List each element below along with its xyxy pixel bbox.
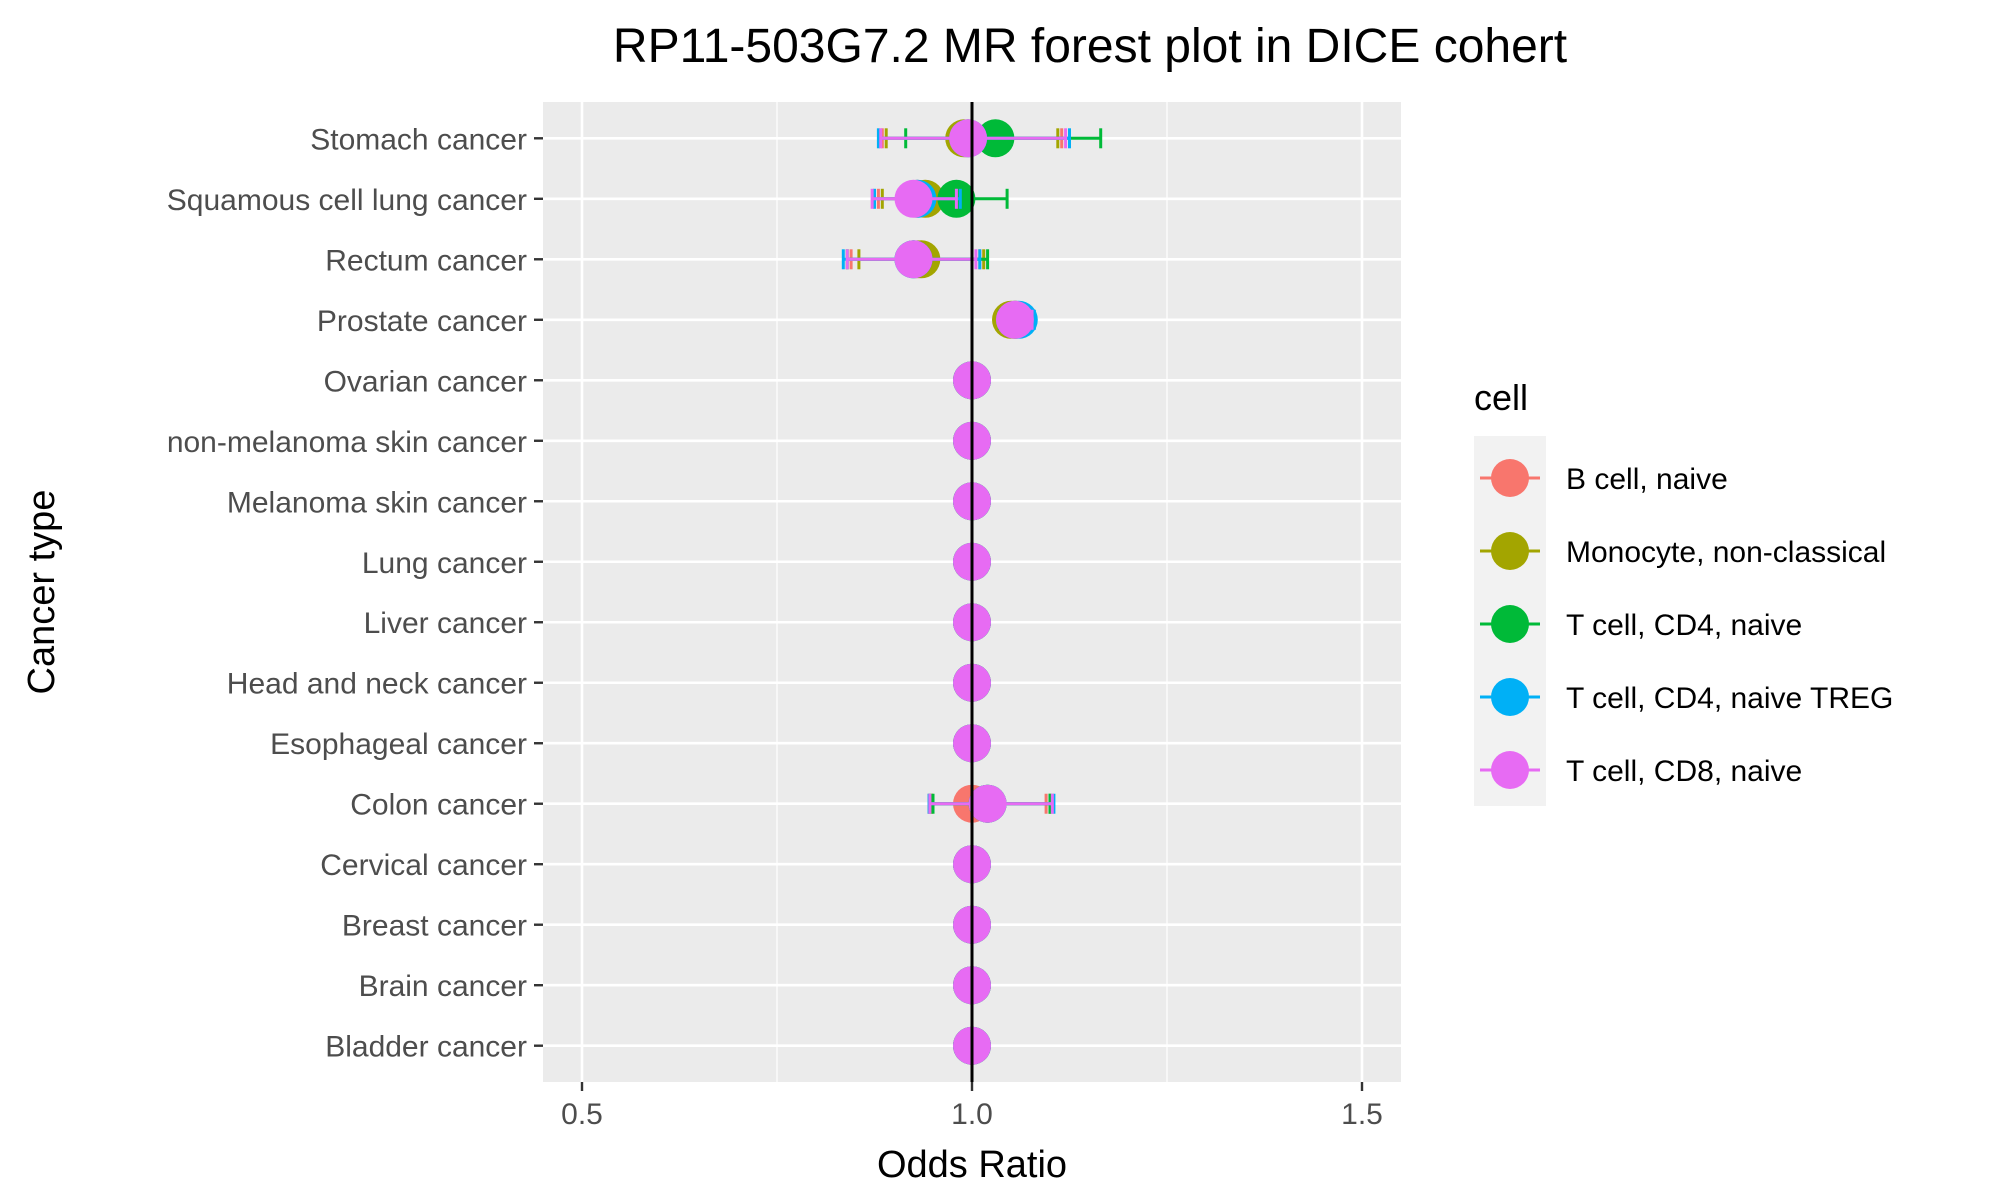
y-tick-label-8: Liver cancer	[364, 607, 527, 640]
y-tick-label-2: Rectum cancer	[325, 244, 527, 277]
y-tick-label-3: Prostate cancer	[317, 305, 527, 338]
y-axis: Stomach cancer Squamous cell lung cancer R…	[167, 123, 543, 1064]
y-tick-label-0: Stomach cancer	[310, 123, 527, 156]
legend-key-point-2	[1491, 605, 1529, 643]
point-4-0	[949, 119, 988, 158]
y-tick-label-10: Esophageal cancer	[270, 728, 527, 761]
legend: cell B cell, naive Monocyte, non-classica…	[1474, 377, 1893, 806]
y-tick-label-5: non-melanoma skin cancer	[167, 426, 527, 459]
x-tick-label-1: 1.0	[951, 1098, 993, 1131]
x-axis: 0.5 1.0 1.5	[561, 1082, 1383, 1131]
legend-item-4: T cell, CD8, naive	[1480, 751, 1802, 789]
point-4-1	[894, 179, 933, 218]
x-tick-label-0: 0.5	[561, 1098, 603, 1131]
point-4-2	[894, 240, 933, 279]
legend-label-4: T cell, CD8, naive	[1566, 755, 1802, 788]
legend-title: cell	[1474, 377, 1528, 418]
y-tick-label-14: Brain cancer	[359, 970, 527, 1003]
y-tick-label-13: Breast cancer	[342, 910, 527, 943]
legend-items: B cell, naive Monocyte, non-classical T ce…	[1474, 436, 1893, 806]
y-tick-label-15: Bladder cancer	[325, 1031, 527, 1064]
y-tick-label-11: Colon cancer	[350, 789, 527, 822]
legend-label-0: B cell, naive	[1566, 463, 1728, 496]
legend-label-2: T cell, CD4, naive	[1566, 609, 1802, 642]
legend-item-1: Monocyte, non-classical	[1480, 532, 1886, 570]
legend-label-1: Monocyte, non-classical	[1566, 536, 1886, 569]
legend-key-point-1	[1491, 532, 1529, 570]
legend-item-0: B cell, naive	[1480, 459, 1728, 497]
legend-key-point-4	[1491, 751, 1529, 789]
y-tick-label-4: Ovarian cancer	[324, 365, 527, 398]
y-tick-label-1: Squamous cell lung cancer	[167, 184, 527, 217]
y-tick-label-9: Head and neck cancer	[227, 668, 527, 701]
x-tick-label-2: 1.5	[1341, 1098, 1383, 1131]
point-4-11	[968, 784, 1007, 823]
y-tick-label-7: Lung cancer	[362, 547, 527, 580]
y-axis-title: Cancer type	[21, 490, 63, 695]
series-4	[845, 119, 1068, 1065]
legend-item-3: T cell, CD4, naive TREG	[1480, 678, 1893, 716]
legend-key-point-3	[1491, 678, 1529, 716]
x-axis-title: Odds Ratio	[877, 1144, 1067, 1186]
point-4-3	[995, 300, 1034, 339]
legend-item-2: T cell, CD4, naive	[1480, 605, 1802, 643]
legend-label-3: T cell, CD4, naive TREG	[1566, 682, 1893, 715]
legend-key-point-0	[1491, 459, 1529, 497]
y-tick-label-12: Cervical cancer	[320, 849, 527, 882]
y-tick-label-6: Melanoma skin cancer	[227, 486, 527, 519]
chart-title: RP11-503G7.2 MR forest plot in DICE cohe…	[613, 20, 1567, 73]
